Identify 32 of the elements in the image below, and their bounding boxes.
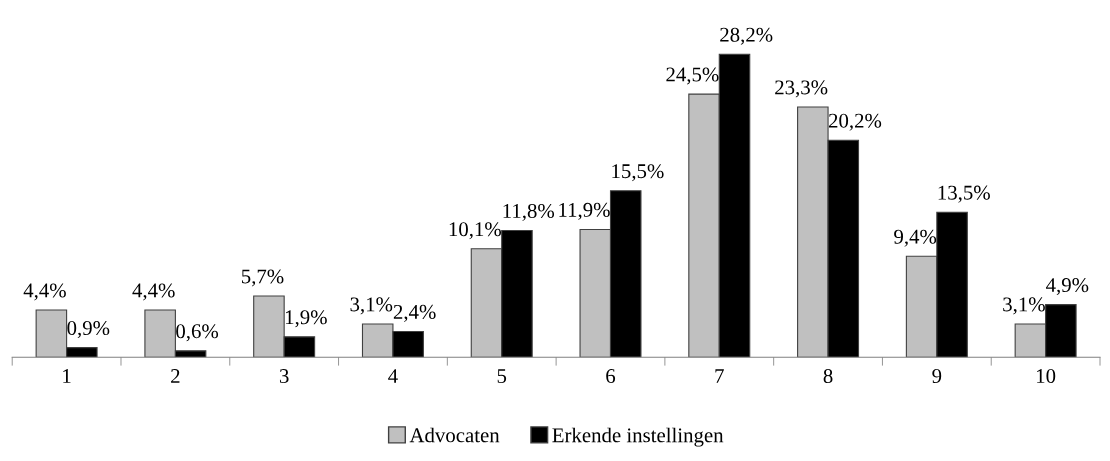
x-tick-label: 6 [606,369,616,384]
data-label: 20,2% [828,113,882,131]
data-label: 3,1% [1003,297,1045,315]
data-label: 28,2% [720,27,773,45]
x-tick-label: 1 [63,369,71,383]
x-tick-label: 4 [388,369,398,383]
data-label: 15,5% [612,164,664,182]
data-label: 24,5% [666,67,719,85]
data-label: 9,4% [894,229,937,247]
legend-label: Erkende instellingen [552,427,724,447]
data-label: 4,4% [132,283,175,301]
x-tick-label: 8 [823,368,833,384]
data-label: 0,9% [67,320,110,339]
x-tick-label: 10 [1037,368,1056,384]
data-label: 13,5% [938,185,990,203]
data-label: 4,4% [23,283,66,301]
x-tick-label: 3 [279,369,289,384]
data-label: 11,8% [503,203,555,221]
x-tick-label: 9 [932,369,942,384]
data-label: 4,9% [1046,278,1089,296]
data-label: 11,9% [559,202,610,220]
data-label: 3,1% [350,297,393,315]
data-label: 1,9% [285,310,327,328]
data-label: 23,3% [775,80,828,98]
legend-label: Advocaten [409,427,500,443]
data-label: 0,6% [176,324,219,342]
x-tick-label: 7 [715,369,724,383]
data-label: 2,4% [393,304,436,322]
data-label: 10,1% [449,222,502,240]
x-tick-label: 2 [171,369,180,383]
x-tick-label: 5 [497,369,507,384]
data-label: 5,7% [241,269,284,287]
